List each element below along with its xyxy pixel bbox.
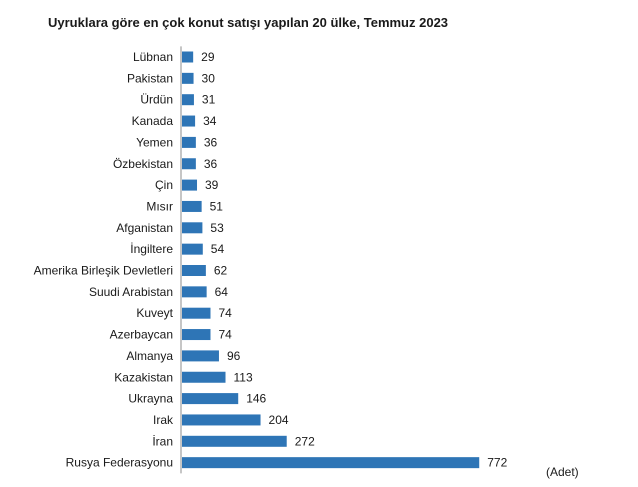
bar — [182, 435, 287, 447]
bar — [182, 243, 203, 255]
bar — [182, 414, 261, 426]
bar — [182, 94, 194, 106]
category-label: Mısır — [146, 199, 173, 213]
value-label: 53 — [210, 221, 224, 235]
category-label: Rusya Federasyonu — [66, 456, 173, 470]
category-label: Ürdün — [140, 93, 173, 107]
unit-label: (Adet) — [546, 465, 579, 479]
category-label: İngiltere — [130, 242, 173, 256]
value-label: 74 — [218, 328, 232, 342]
value-label: 51 — [210, 199, 224, 213]
bar — [182, 72, 194, 84]
value-label: 272 — [295, 434, 315, 448]
value-label: 96 — [227, 349, 241, 363]
category-label: Suudi Arabistan — [89, 285, 173, 299]
bar-row: Rusya Federasyonu 772 — [66, 456, 508, 470]
bar — [182, 115, 196, 127]
bar — [182, 179, 198, 191]
bar-row: Almanya 96 — [126, 349, 240, 363]
bar — [182, 371, 226, 383]
bar-row: Ukrayna 146 — [128, 392, 266, 406]
bar — [182, 265, 206, 276]
value-label: 36 — [204, 157, 218, 171]
bar — [182, 286, 207, 298]
bar-row: Özbekistan 36 — [113, 157, 218, 171]
bar-row: Yemen 36 — [136, 135, 217, 149]
bar — [182, 136, 196, 148]
bars-group: Lübnan 29 Pakistan 30 Ürdün 31 Kanada 34 Yemen 36… — [34, 50, 508, 470]
bar — [182, 393, 239, 405]
category-label: Azerbaycan — [110, 328, 173, 342]
bar-row: Kuveyt 74 — [136, 306, 232, 320]
bar — [182, 222, 203, 234]
value-label: 772 — [487, 456, 507, 470]
category-label: Afganistan — [116, 221, 173, 235]
category-label: Pakistan — [127, 71, 173, 85]
bar-row: Pakistan 30 — [127, 71, 215, 85]
value-label: 113 — [234, 370, 253, 384]
value-label: 30 — [202, 71, 216, 85]
category-label: Yemen — [136, 135, 173, 149]
chart-title: Uyruklara göre en çok konut satışı yapıl… — [48, 15, 449, 30]
category-label: Kanada — [132, 114, 174, 128]
category-label: Irak — [153, 413, 174, 427]
bar-row: Kanada 34 — [132, 114, 217, 128]
bar-row: Kazakistan 113 — [114, 370, 253, 384]
value-label: 39 — [205, 178, 219, 192]
category-label: Almanya — [126, 349, 173, 363]
bar — [182, 307, 211, 319]
bar-row: Ürdün 31 — [140, 93, 215, 107]
bar — [182, 329, 211, 341]
value-label: 64 — [215, 285, 229, 299]
bar-row: Irak 204 — [153, 413, 289, 427]
bar-row: Amerika Birleşik Devletleri 62 — [34, 264, 228, 278]
value-label: 36 — [204, 135, 218, 149]
bar — [182, 350, 219, 362]
category-label: İran — [152, 434, 173, 448]
category-label: Lübnan — [133, 50, 173, 64]
bar — [182, 158, 196, 170]
category-label: Özbekistan — [113, 157, 173, 171]
bar-row: İran 272 — [152, 434, 315, 448]
value-label: 204 — [269, 413, 289, 427]
bar — [182, 457, 480, 469]
value-label: 74 — [218, 306, 232, 320]
value-label: 31 — [202, 93, 216, 107]
bar-row: Azerbaycan 74 — [110, 328, 233, 342]
bar-row: Lübnan 29 — [133, 50, 215, 64]
bar — [182, 51, 194, 63]
bar-row: Afganistan 53 — [116, 221, 224, 235]
value-label: 62 — [214, 264, 228, 278]
bar — [182, 200, 202, 212]
value-label: 146 — [246, 392, 266, 406]
bar-row: Suudi Arabistan 64 — [89, 285, 228, 299]
category-label: Kazakistan — [114, 370, 173, 384]
category-label: Çin — [155, 178, 173, 192]
bar-row: İngiltere 54 — [130, 242, 224, 256]
category-label: Ukrayna — [128, 392, 173, 406]
value-label: 29 — [201, 50, 215, 64]
value-label: 34 — [203, 114, 217, 128]
bar-row: Mısır 51 — [146, 199, 223, 213]
category-label: Kuveyt — [136, 306, 173, 320]
bar-row: Çin 39 — [155, 178, 219, 192]
value-label: 54 — [211, 242, 225, 256]
category-label: Amerika Birleşik Devletleri — [34, 264, 173, 278]
